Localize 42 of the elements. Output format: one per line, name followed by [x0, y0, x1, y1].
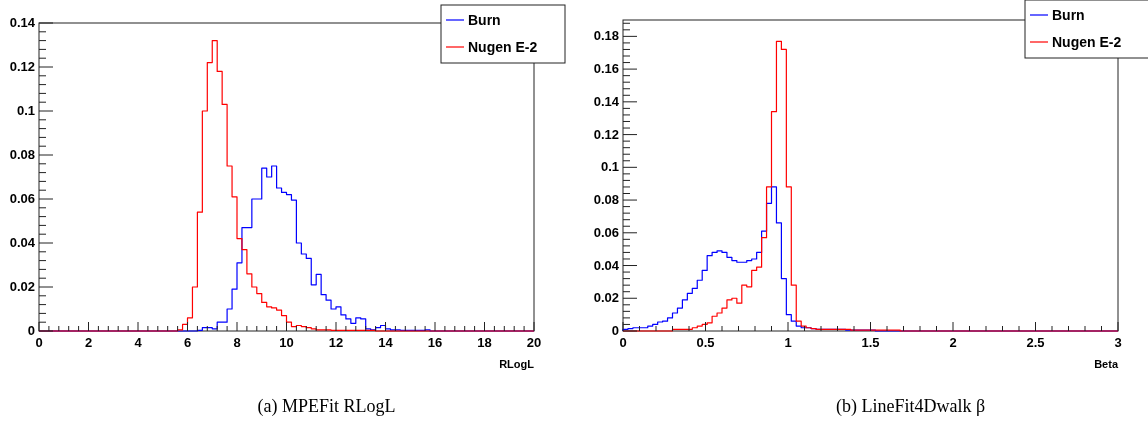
y-tick-label: 0.18: [593, 28, 619, 44]
legend-label: Nugen E-2: [1052, 34, 1122, 50]
y-tick-label: 0.02: [593, 290, 619, 306]
x-tick-label: 10: [279, 335, 294, 350]
text: (b) LineFit4Dwalk β: [835, 396, 986, 417]
y-tick-label: 0.04: [593, 257, 620, 273]
y-tick-label: 0.16: [593, 61, 619, 77]
y-tick-label: 0.12: [593, 126, 619, 142]
x-tick-label: 8: [233, 335, 241, 350]
y-tick-label: 0.1: [16, 103, 35, 118]
y-tick-label: 0.14: [593, 93, 620, 109]
x-axis-title: RLogL: [499, 358, 535, 370]
x-tick-label: 20: [526, 335, 542, 350]
x-tick-label: 18: [477, 335, 492, 350]
y-tick-label: 0.02: [9, 279, 35, 294]
x-tick-label: 2: [84, 335, 93, 350]
x-tick-label: 1: [784, 335, 792, 350]
x-tick-label: 6: [183, 335, 192, 350]
x-tick-label: 3: [1114, 335, 1122, 350]
y-tick-label: 0.14: [9, 15, 36, 30]
x-tick-label: 14: [378, 335, 394, 350]
x-tick-label: 0.5: [696, 335, 715, 350]
y-tick-label: 0: [611, 323, 619, 338]
y-tick-label: 0.06: [593, 224, 619, 240]
y-tick-label: 0: [27, 323, 35, 338]
y-tick-label: 0.04: [9, 235, 36, 250]
x-axis-title: Beta: [1094, 358, 1119, 370]
legend-label: Burn: [1052, 7, 1085, 23]
y-tick-label: 0.08: [593, 192, 619, 208]
x-tick-label: 12: [328, 335, 344, 350]
y-tick-label: 0.12: [9, 59, 35, 74]
x-tick-label: 2: [949, 335, 957, 350]
x-tick-label: 16: [427, 335, 443, 350]
legend-label: Burn: [468, 12, 501, 28]
x-tick-label: 4: [134, 335, 143, 350]
legend-label: Nugen E-2: [468, 39, 538, 55]
text: (a) MPEFit RLogL: [257, 396, 396, 417]
x-tick-label: 1.5: [861, 335, 880, 350]
y-tick-label: 0.1: [600, 159, 619, 175]
x-tick-label: 2.5: [1026, 335, 1045, 350]
y-tick-label: 0.08: [9, 147, 35, 162]
y-tick-label: 0.06: [9, 191, 35, 206]
